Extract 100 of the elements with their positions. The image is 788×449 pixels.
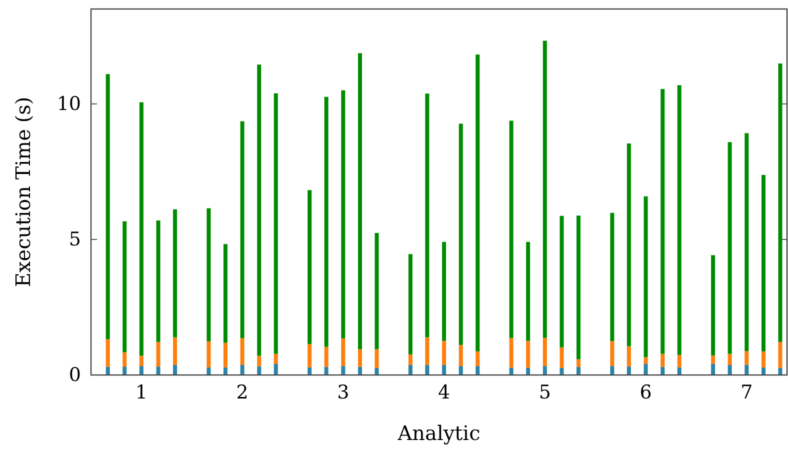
bar bbox=[626, 143, 631, 346]
bar bbox=[408, 364, 412, 375]
bar bbox=[526, 242, 530, 341]
bar bbox=[257, 64, 262, 356]
bar bbox=[711, 355, 716, 364]
bar bbox=[425, 337, 430, 365]
bar bbox=[677, 367, 682, 375]
bar bbox=[560, 347, 564, 368]
bar bbox=[308, 344, 312, 368]
x-tick-label: 2 bbox=[236, 381, 248, 404]
bar bbox=[106, 339, 110, 367]
bar bbox=[139, 102, 144, 356]
bar bbox=[778, 342, 782, 368]
bar bbox=[458, 366, 463, 375]
bar bbox=[156, 366, 160, 375]
bar bbox=[308, 190, 312, 344]
bar bbox=[374, 368, 379, 375]
bar bbox=[560, 216, 564, 348]
bar bbox=[374, 349, 379, 368]
bar bbox=[223, 367, 228, 375]
bar bbox=[274, 364, 278, 375]
y-tick-label: 0 bbox=[68, 364, 81, 386]
bar bbox=[778, 63, 782, 342]
bar bbox=[744, 351, 749, 365]
bar bbox=[122, 221, 127, 352]
bar bbox=[308, 367, 312, 375]
bar bbox=[139, 366, 144, 375]
bar bbox=[476, 351, 480, 366]
bar bbox=[526, 340, 530, 368]
bar bbox=[542, 40, 547, 338]
bar bbox=[458, 344, 463, 366]
bar bbox=[610, 212, 614, 342]
x-tick-label: 6 bbox=[640, 381, 652, 404]
x-tick-label: 5 bbox=[538, 381, 551, 404]
bar bbox=[509, 338, 514, 368]
x-tick-label: 4 bbox=[438, 381, 450, 404]
bar bbox=[341, 366, 346, 375]
bar bbox=[408, 354, 412, 365]
bar bbox=[644, 196, 648, 358]
bar bbox=[122, 352, 127, 367]
bar bbox=[576, 366, 581, 375]
bar bbox=[374, 232, 379, 350]
bar bbox=[206, 341, 211, 368]
y-axis-title: Execution Time (s) bbox=[11, 96, 35, 288]
bar bbox=[358, 53, 362, 350]
bar bbox=[761, 351, 766, 368]
bar bbox=[526, 368, 530, 375]
bar bbox=[156, 220, 160, 342]
x-axis-title: Analytic bbox=[396, 421, 480, 445]
bar bbox=[744, 364, 749, 375]
bar bbox=[156, 342, 160, 367]
x-tick-label: 7 bbox=[740, 381, 753, 404]
bar bbox=[425, 364, 430, 375]
bar bbox=[106, 366, 110, 375]
bar bbox=[626, 346, 631, 367]
bar bbox=[173, 209, 178, 338]
bar bbox=[324, 366, 328, 375]
bar bbox=[626, 366, 631, 375]
bar bbox=[560, 368, 564, 375]
bar bbox=[476, 366, 480, 375]
bar bbox=[660, 88, 665, 354]
bar bbox=[341, 90, 346, 338]
bar bbox=[442, 340, 446, 365]
bar bbox=[240, 121, 244, 338]
bar bbox=[778, 368, 782, 375]
bar bbox=[324, 346, 328, 367]
bar bbox=[240, 364, 244, 375]
bar bbox=[711, 255, 716, 356]
bar bbox=[644, 364, 648, 375]
bar bbox=[223, 244, 228, 343]
bar bbox=[509, 368, 514, 375]
bar bbox=[610, 341, 614, 366]
bar bbox=[458, 124, 463, 345]
x-tick-label: 3 bbox=[337, 381, 350, 404]
bar bbox=[542, 338, 547, 366]
bar bbox=[576, 359, 581, 367]
bar bbox=[257, 366, 262, 375]
bar bbox=[476, 54, 480, 352]
bar bbox=[711, 364, 716, 375]
bar bbox=[257, 356, 262, 366]
bar bbox=[542, 366, 547, 375]
bar bbox=[106, 74, 110, 340]
bar bbox=[223, 342, 228, 368]
bar bbox=[324, 96, 328, 347]
bar bbox=[442, 364, 446, 375]
bar bbox=[610, 366, 614, 375]
bar bbox=[122, 366, 127, 375]
bar bbox=[744, 133, 749, 352]
bar bbox=[358, 349, 362, 367]
bar bbox=[660, 354, 665, 367]
bar bbox=[408, 254, 412, 354]
x-tick-label: 1 bbox=[135, 381, 148, 404]
bar bbox=[341, 338, 346, 366]
bar bbox=[677, 354, 682, 368]
bar bbox=[442, 242, 446, 341]
y-tick-label: 5 bbox=[68, 228, 81, 251]
bar bbox=[509, 120, 514, 338]
bar bbox=[139, 356, 144, 366]
bar bbox=[761, 367, 766, 375]
y-tick-label: 10 bbox=[56, 92, 81, 115]
